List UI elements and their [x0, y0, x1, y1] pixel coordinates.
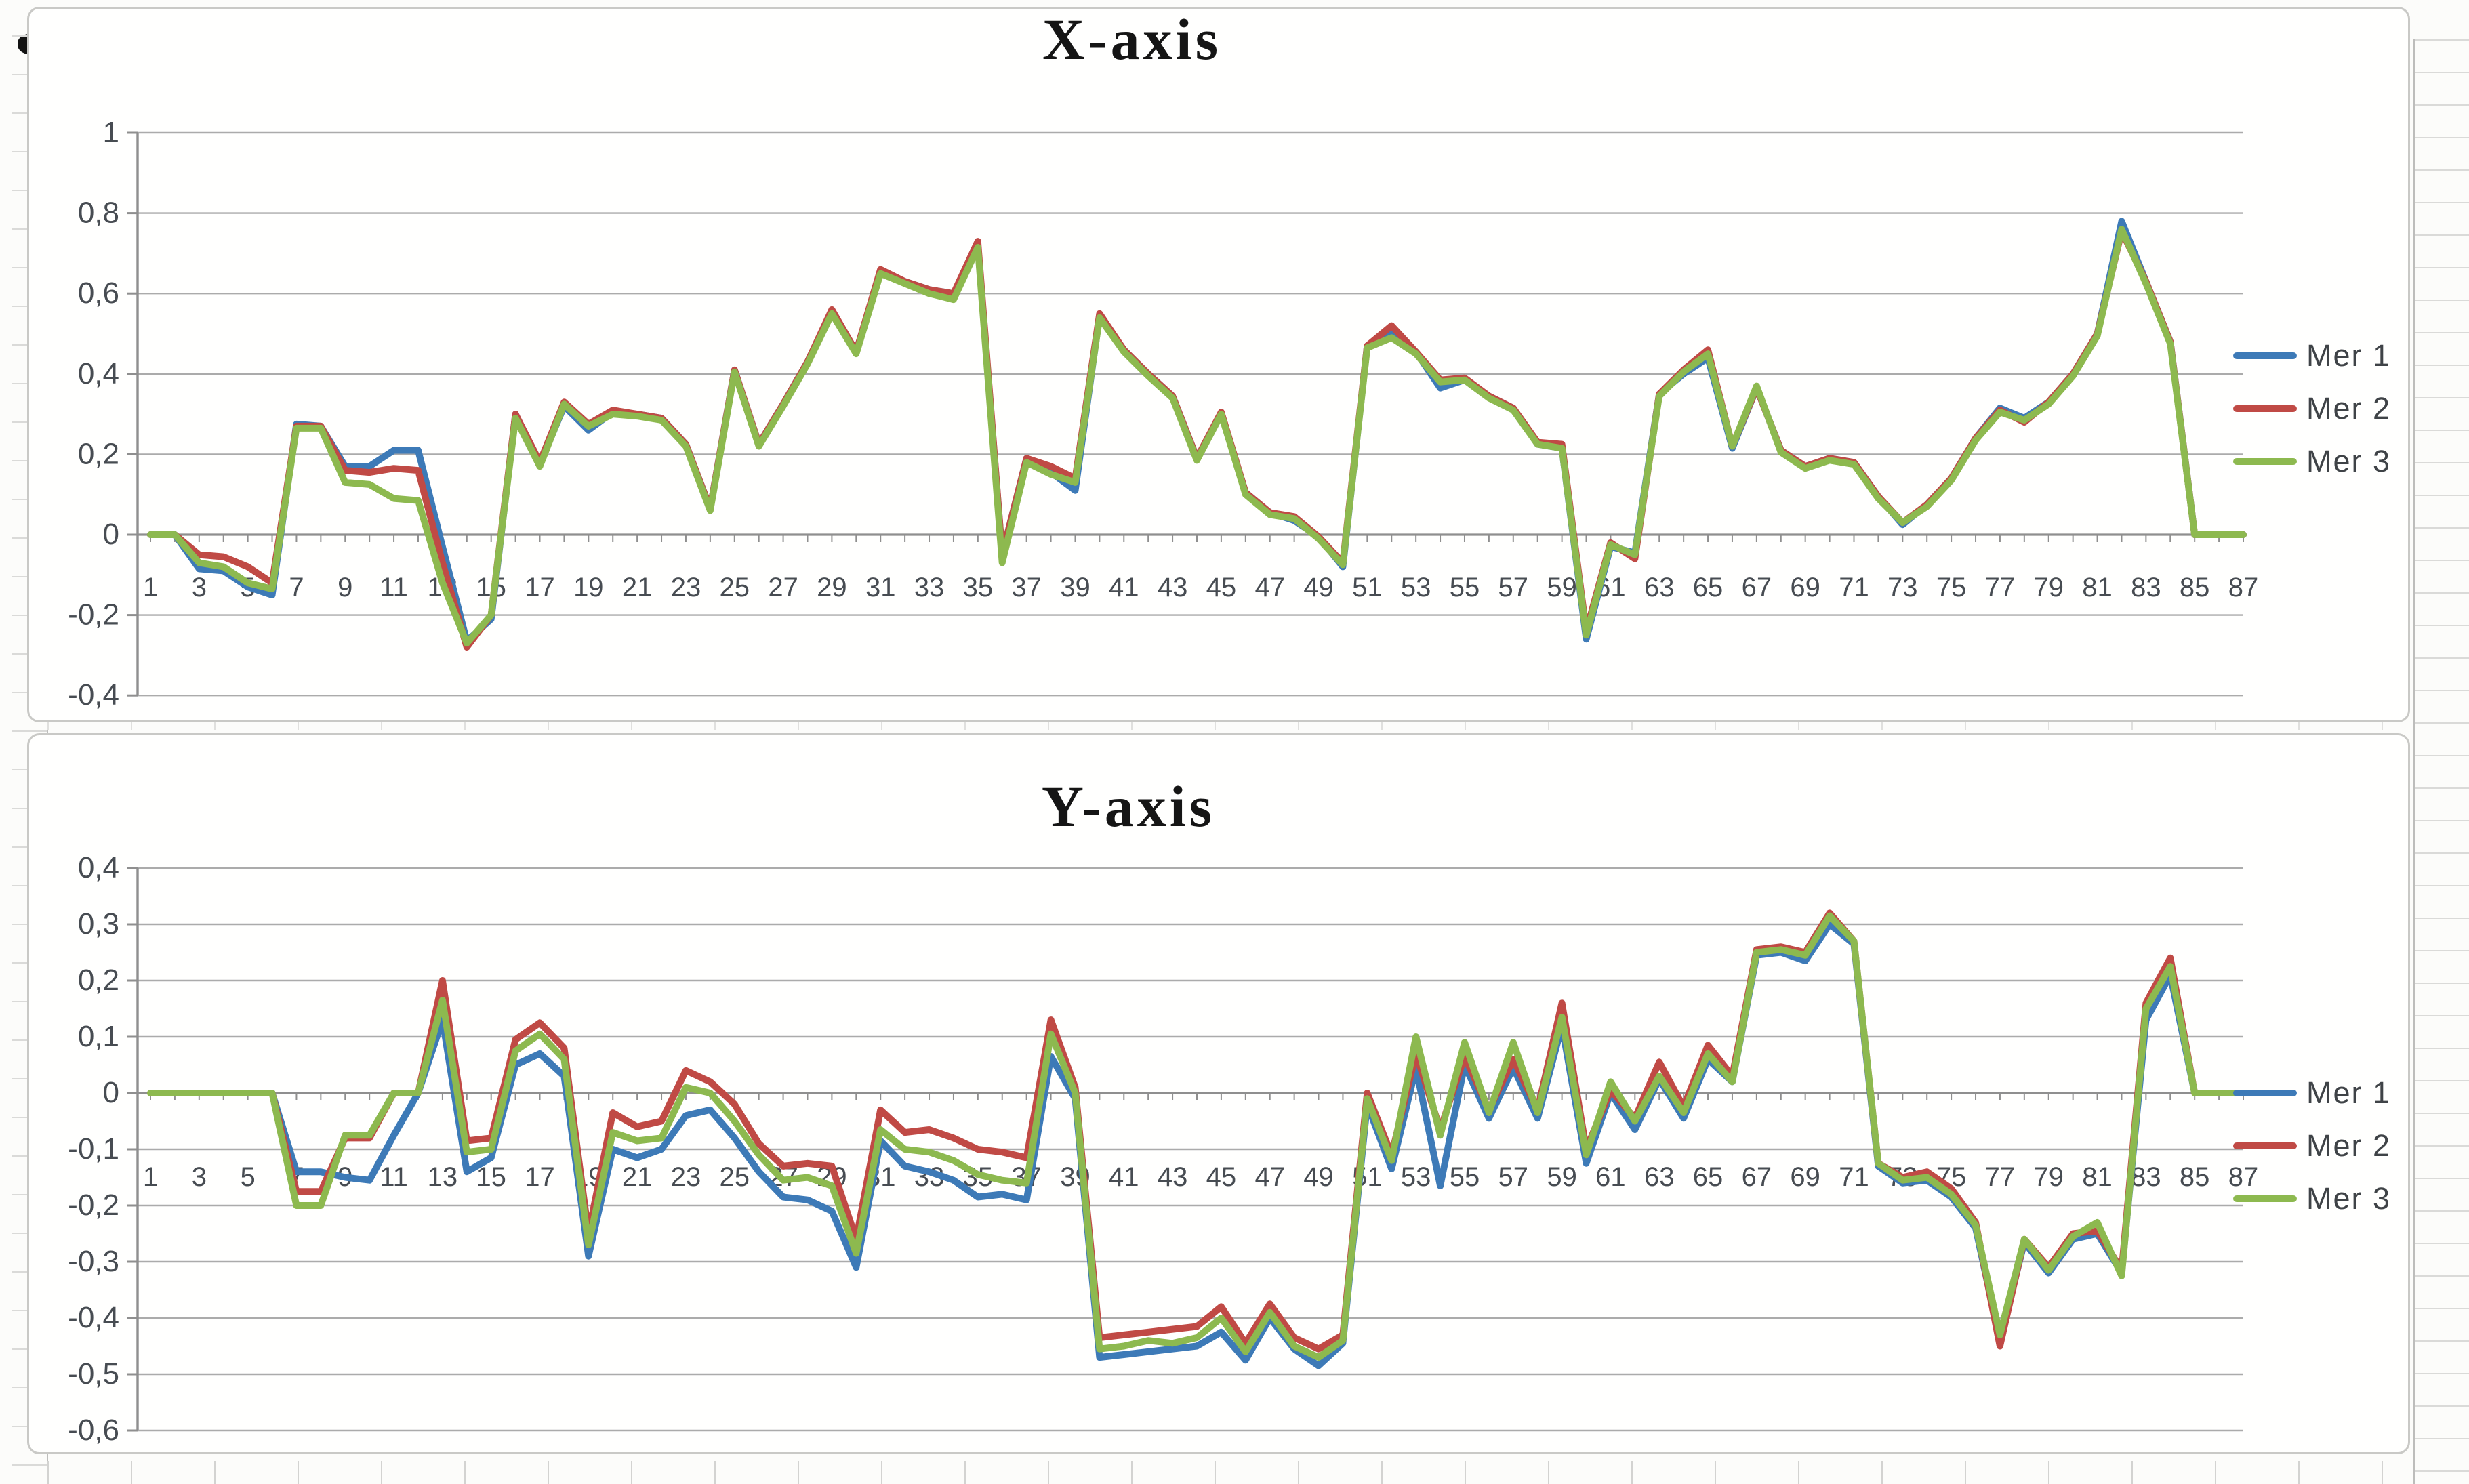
y-axis-chart-legend: Mer 1 Mer 2 Mer 3: [2233, 1075, 2392, 1216]
mer-3-line-swatch-icon: [2233, 1195, 2297, 1202]
bottom-sheet-ticks: [47, 1461, 2413, 1484]
legend-label: Mer 2: [2306, 391, 2392, 426]
mer-2-line-swatch-icon: [2233, 1142, 2297, 1149]
legend-label: Mer 1: [2306, 338, 2392, 373]
legend-label: Mer 3: [2306, 1181, 2392, 1216]
mer-1-line-swatch-icon: [2233, 352, 2297, 359]
mer-2-line-swatch-icon: [2233, 405, 2297, 412]
legend-item-mer-2: Mer 2: [2233, 391, 2392, 426]
right-sheet-ruler: [2413, 39, 2415, 1484]
legend-label: Mer 1: [2306, 1075, 2392, 1110]
legend-item-mer-3: Mer 3: [2233, 1181, 2392, 1216]
x-axis-chart-legend: Mer 1 Mer 2 Mer 3: [2233, 338, 2392, 478]
legend-item-mer-1: Mer 1: [2233, 338, 2392, 373]
x-axis-chart-title: X-axis: [1042, 7, 1222, 72]
y-axis-chart-title: Y-axis: [1041, 774, 1216, 839]
legend-item-mer-1: Mer 1: [2233, 1075, 2392, 1110]
right-sheet-ticks: [2415, 39, 2469, 1484]
mer-1-line-swatch-icon: [2233, 1090, 2297, 1096]
x-axis-chart-frame: [27, 7, 2410, 722]
legend-item-mer-2: Mer 2: [2233, 1128, 2392, 1163]
legend-item-mer-3: Mer 3: [2233, 444, 2392, 478]
legend-label: Mer 3: [2306, 444, 2392, 478]
mer-3-line-swatch-icon: [2233, 458, 2297, 465]
legend-label: Mer 2: [2306, 1128, 2392, 1163]
y-axis-chart-frame: [27, 733, 2410, 1454]
